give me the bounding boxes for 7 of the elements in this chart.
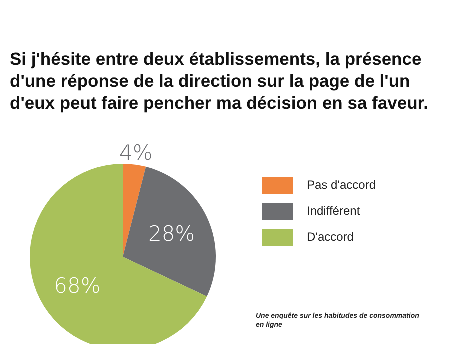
data-label: 68% (54, 274, 101, 298)
data-label: 4% (119, 140, 153, 165)
legend-label: D'accord (307, 230, 354, 244)
legend-label: Indifférent (307, 204, 360, 218)
legend-label: Pas d'accord (307, 178, 376, 192)
data-label: 28% (148, 222, 196, 246)
chart-title: Si j'hésite entre deux établissements, la présence d'une réponse de la direction sur la page de l'un d'eux peut faire pencher ma décision en sa faveur. (10, 48, 430, 114)
